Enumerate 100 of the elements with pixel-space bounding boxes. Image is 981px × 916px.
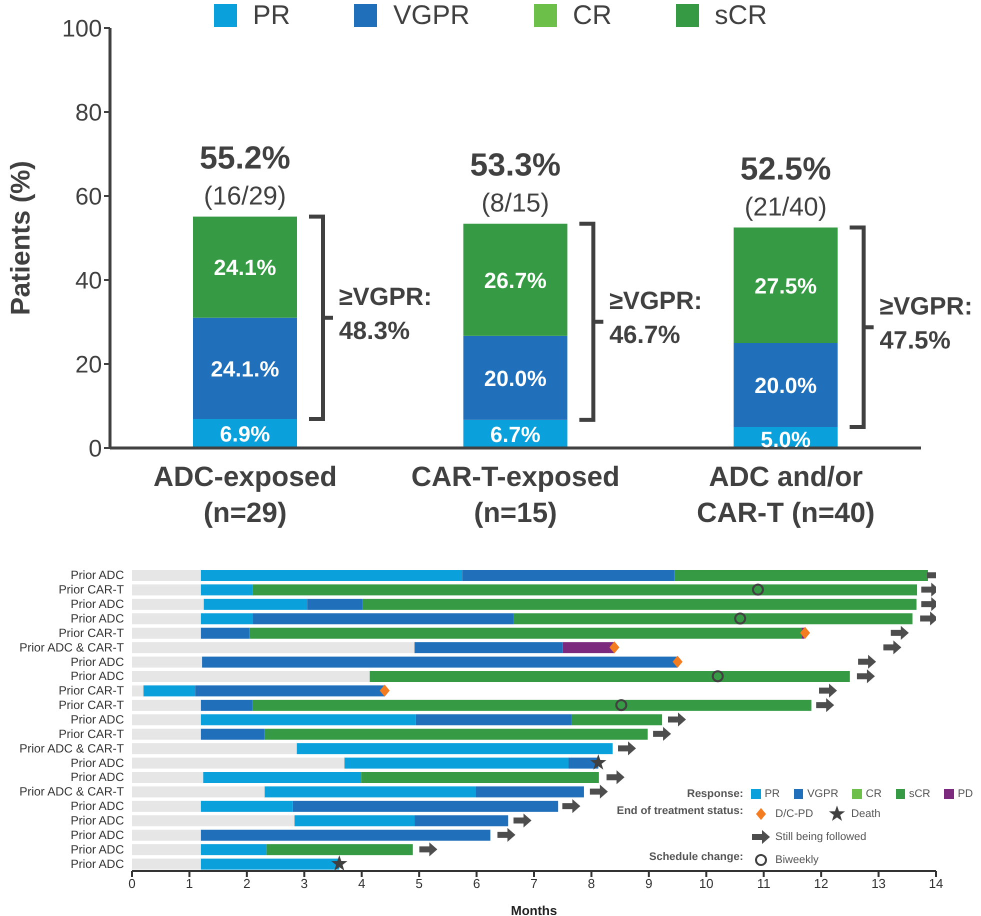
point bbox=[672, 656, 683, 668]
data-label: 24.1% bbox=[214, 255, 276, 280]
point bbox=[752, 584, 764, 596]
point bbox=[609, 641, 620, 654]
y-tick-label: Prior CAR-T bbox=[58, 698, 125, 712]
y-tick-label: Prior ADC bbox=[70, 756, 124, 770]
bar bbox=[200, 858, 340, 870]
x-tick-label: 1 bbox=[186, 876, 194, 892]
annotation: End of treatment status: bbox=[616, 805, 744, 819]
bar bbox=[132, 613, 201, 624]
y-tick-label: Prior ADC bbox=[70, 842, 124, 856]
y-tick-label: 0 bbox=[88, 436, 102, 463]
bar bbox=[132, 858, 201, 870]
point bbox=[618, 741, 636, 756]
point bbox=[712, 670, 724, 682]
bar bbox=[200, 714, 416, 726]
point bbox=[419, 842, 438, 856]
bar bbox=[200, 700, 253, 711]
bar bbox=[132, 656, 202, 668]
data-label: 27.5% bbox=[754, 273, 817, 298]
bar bbox=[572, 714, 662, 726]
bar bbox=[266, 844, 413, 856]
bar bbox=[463, 336, 568, 420]
bar bbox=[200, 830, 490, 841]
bar bbox=[476, 786, 584, 798]
x-tick-label: 13 bbox=[871, 876, 886, 892]
bar bbox=[252, 584, 918, 596]
bar bbox=[200, 584, 253, 596]
y-tick-label: Prior ADC bbox=[70, 856, 124, 871]
x-tick-label: 7 bbox=[530, 876, 538, 892]
y-tick-label: Prior CAR-T bbox=[58, 626, 125, 640]
bar bbox=[200, 613, 253, 624]
annotation: Response: bbox=[686, 788, 744, 800]
point bbox=[890, 626, 909, 640]
bar bbox=[200, 844, 266, 856]
y-tick-label: Prior ADC & CAR-T bbox=[19, 741, 125, 756]
bar bbox=[264, 728, 648, 740]
legend-label: VGPR bbox=[392, 0, 470, 31]
bar bbox=[132, 800, 201, 812]
y-tick-label: Prior ADC bbox=[70, 612, 124, 626]
data-label: 20.0% bbox=[484, 366, 547, 391]
bar bbox=[132, 570, 201, 581]
bar bbox=[132, 786, 265, 798]
y-tick-label: Prior ADC & CAR-T bbox=[19, 784, 125, 799]
y-tick-label: 100 bbox=[62, 16, 102, 43]
data-label: 6.9% bbox=[220, 422, 270, 447]
bar bbox=[132, 714, 201, 726]
bar bbox=[132, 815, 295, 826]
x-tick-label: 6 bbox=[472, 876, 480, 892]
data-label: 26.7% bbox=[484, 268, 547, 293]
data-label: 20.0% bbox=[754, 373, 817, 398]
bar bbox=[132, 830, 201, 841]
legend-label: CR bbox=[572, 0, 612, 31]
bar bbox=[193, 216, 297, 318]
x-tick-label: CAR-T-exposed (n=15) bbox=[411, 461, 620, 528]
x-tick-label: 4 bbox=[358, 876, 366, 892]
point bbox=[819, 684, 838, 698]
bar bbox=[132, 728, 201, 740]
x-axis-title: Months bbox=[510, 903, 558, 916]
y-tick-label: Prior ADC & CAR-T bbox=[19, 640, 125, 654]
bar bbox=[132, 671, 370, 682]
legend-label: Death bbox=[850, 807, 880, 822]
x-tick-label: 12 bbox=[814, 876, 828, 892]
bar bbox=[514, 613, 912, 624]
y-tick-label: Prior CAR-T bbox=[58, 582, 125, 597]
bar bbox=[132, 642, 415, 654]
bar bbox=[132, 743, 297, 754]
bar bbox=[202, 656, 678, 668]
point bbox=[606, 770, 625, 784]
y-tick-label: 60 bbox=[75, 184, 102, 211]
point bbox=[514, 814, 532, 828]
bar bbox=[195, 685, 385, 696]
data-label: 5.0% bbox=[760, 427, 811, 452]
legend-label: CR bbox=[864, 788, 882, 800]
y-tick-label: Prior ADC bbox=[70, 654, 124, 669]
legend-label: sCR bbox=[714, 0, 768, 31]
legend-label: sCR bbox=[908, 788, 930, 800]
point bbox=[883, 640, 902, 654]
y-tick-label: Prior ADC bbox=[70, 568, 124, 582]
legend-label: Still being followed bbox=[774, 830, 866, 845]
legend-label: PR bbox=[764, 788, 780, 800]
bar bbox=[200, 628, 250, 639]
x-tick-label: ADC-exposed (n=29) bbox=[153, 461, 337, 528]
bar bbox=[264, 786, 476, 798]
x-tick-label: 9 bbox=[645, 876, 652, 892]
bar bbox=[193, 318, 297, 420]
bar bbox=[414, 815, 508, 826]
point bbox=[668, 712, 686, 726]
y-axis-title: Patients (%) bbox=[6, 160, 36, 316]
x-tick-label: 2 bbox=[243, 876, 250, 892]
bar bbox=[252, 613, 514, 624]
bar bbox=[294, 815, 415, 826]
bar bbox=[463, 224, 568, 336]
point bbox=[858, 654, 876, 669]
point bbox=[856, 669, 875, 684]
point bbox=[615, 699, 628, 712]
bar bbox=[132, 685, 144, 696]
legend-label: VGPR bbox=[806, 788, 838, 800]
bar bbox=[734, 343, 838, 427]
legend-label: PR bbox=[252, 0, 290, 31]
